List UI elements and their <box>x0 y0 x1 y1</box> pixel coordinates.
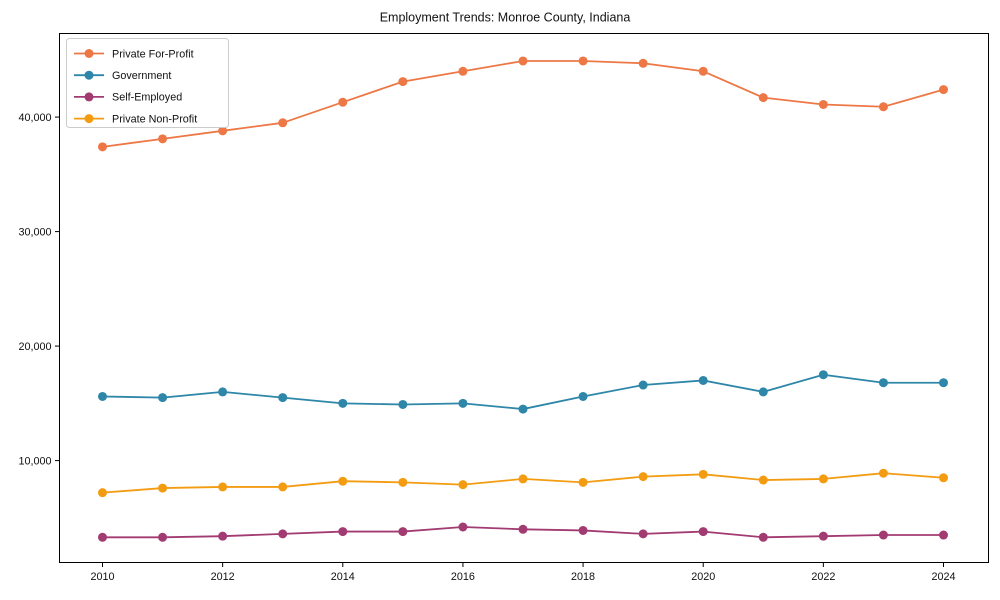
series-self-employed <box>98 522 948 542</box>
data-point-marker <box>338 97 348 107</box>
data-point-marker <box>278 118 288 128</box>
axes-spines <box>59 33 989 563</box>
data-point-marker <box>398 77 408 87</box>
data-point-marker <box>818 474 828 484</box>
data-point-marker <box>98 488 107 498</box>
data-point-marker <box>518 56 528 66</box>
data-point-marker <box>939 530 948 540</box>
data-point-marker <box>278 482 288 492</box>
legend-label: Private Non-Profit <box>112 113 197 125</box>
data-point-marker <box>458 398 468 408</box>
legend-label: Self-Employed <box>112 92 182 104</box>
data-point-marker <box>398 527 408 537</box>
data-point-marker <box>878 102 888 112</box>
y-tick-label: 30,000 <box>18 226 51 238</box>
data-point-marker <box>818 531 828 541</box>
series-layer <box>98 56 948 542</box>
data-point-marker <box>939 473 948 483</box>
data-point-marker <box>458 522 468 532</box>
data-point-marker <box>218 531 228 541</box>
data-point-marker <box>638 529 648 539</box>
data-point-marker <box>878 378 888 388</box>
data-point-marker <box>939 85 948 95</box>
data-point-marker <box>578 56 588 66</box>
data-point-marker <box>518 474 528 484</box>
series-private-for-profit <box>98 56 948 152</box>
data-point-marker <box>158 393 168 403</box>
x-axis: 2010 2012 2014 2016 2018 2020 2022 2024 <box>90 562 956 583</box>
chart-title: Employment Trends: Monroe County, Indian… <box>380 11 631 25</box>
data-point-marker <box>698 469 708 479</box>
data-point-marker <box>698 66 708 76</box>
data-point-marker <box>818 99 828 109</box>
data-point-marker <box>398 477 408 487</box>
legend-marker-dot <box>84 114 94 124</box>
y-tick-label: 40,000 <box>18 112 51 124</box>
y-tick-label: 20,000 <box>18 341 51 353</box>
data-point-marker <box>338 398 348 408</box>
data-point-marker <box>278 393 288 403</box>
legend-label: Private For-Profit <box>112 48 194 60</box>
data-point-marker <box>458 480 468 490</box>
y-tick-label: 10,000 <box>18 455 51 467</box>
data-point-marker <box>218 126 228 136</box>
legend-marker-dot <box>84 49 94 58</box>
data-point-marker <box>518 524 528 534</box>
data-point-marker <box>758 387 768 397</box>
legend-marker-dot <box>84 70 94 80</box>
data-point-marker <box>158 532 168 542</box>
x-tick-label: 2012 <box>211 571 235 583</box>
series-private-non-profit <box>98 468 948 498</box>
data-point-marker <box>338 527 348 537</box>
data-point-marker <box>638 472 648 482</box>
x-tick-label: 2014 <box>331 571 355 583</box>
legend-label: Government <box>112 70 171 82</box>
data-point-marker <box>818 370 828 380</box>
data-point-marker <box>458 66 468 76</box>
data-point-marker <box>638 380 648 390</box>
legend-marker-dot <box>84 92 94 102</box>
x-tick-label: 2022 <box>811 571 835 583</box>
data-point-marker <box>278 529 288 539</box>
data-point-marker <box>578 391 588 401</box>
series-government <box>98 370 948 414</box>
data-point-marker <box>98 142 107 152</box>
data-point-marker <box>218 387 228 397</box>
data-point-marker <box>98 391 107 401</box>
data-point-marker <box>578 525 588 535</box>
x-tick-label: 2020 <box>691 571 715 583</box>
legend-box <box>66 38 229 128</box>
data-point-marker <box>698 527 708 537</box>
data-point-marker <box>878 468 888 478</box>
legend: Private For-Profit Government Self-Employe… <box>66 38 229 128</box>
data-point-marker <box>758 93 768 103</box>
data-point-marker <box>158 134 168 144</box>
data-point-marker <box>878 530 888 540</box>
data-point-marker <box>578 477 588 487</box>
x-tick-label: 2010 <box>90 571 114 583</box>
data-point-marker <box>98 532 107 542</box>
data-point-marker <box>158 483 168 493</box>
data-point-marker <box>398 399 408 409</box>
x-tick-label: 2016 <box>451 571 475 583</box>
data-point-marker <box>518 404 528 414</box>
data-point-marker <box>698 375 708 385</box>
data-point-marker <box>338 476 348 486</box>
plot-frame <box>59 33 989 563</box>
data-point-marker <box>758 532 768 542</box>
data-point-marker <box>758 475 768 485</box>
x-tick-label: 2024 <box>931 571 955 583</box>
data-point-marker <box>939 378 948 388</box>
x-tick-label: 2018 <box>571 571 595 583</box>
data-point-marker <box>638 58 648 68</box>
y-axis: 10,000 20,000 30,000 40,000 <box>18 112 60 467</box>
data-point-marker <box>218 482 228 492</box>
